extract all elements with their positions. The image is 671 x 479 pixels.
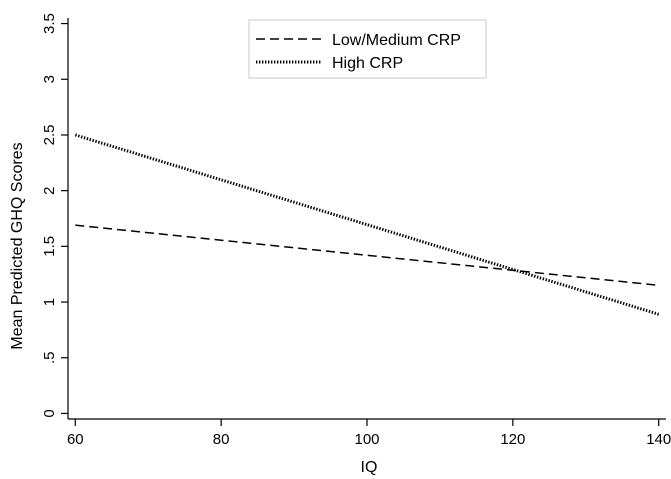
legend-label-low-medium-crp: Low/Medium CRP bbox=[332, 32, 461, 49]
y-tick-label: 2.5 bbox=[41, 125, 58, 146]
series-line-low-medium-crp bbox=[75, 224, 659, 287]
x-tick-label: 80 bbox=[213, 431, 230, 448]
x-tick-label: 100 bbox=[354, 431, 379, 448]
y-axis-ticks: 0 .5 1 1.5 2 2.5 3 3.5 bbox=[41, 13, 68, 418]
series-line-high-crp bbox=[74, 133, 660, 316]
legend-box bbox=[248, 19, 487, 79]
series-lines bbox=[74, 133, 660, 316]
legend: Low/Medium CRP High CRP bbox=[248, 19, 487, 79]
y-tick-label: 3 bbox=[41, 75, 58, 83]
y-axis-title: Mean Predicted GHQ Scores bbox=[9, 142, 26, 349]
y-tick-label: .5 bbox=[41, 351, 58, 364]
x-tick-label: 60 bbox=[67, 431, 84, 448]
legend-label-high-crp: High CRP bbox=[332, 55, 403, 72]
x-axis-title: IQ bbox=[361, 459, 378, 476]
y-tick-label: 0 bbox=[41, 409, 58, 417]
y-tick-label: 2 bbox=[41, 186, 58, 194]
x-axis-ticks: 60 80 100 120 140 bbox=[67, 419, 671, 448]
y-tick-label: 1 bbox=[41, 298, 58, 306]
x-tick-label: 140 bbox=[646, 431, 671, 448]
x-tick-label: 120 bbox=[500, 431, 525, 448]
y-tick-label: 3.5 bbox=[41, 13, 58, 34]
y-tick-label: 1.5 bbox=[41, 236, 58, 257]
